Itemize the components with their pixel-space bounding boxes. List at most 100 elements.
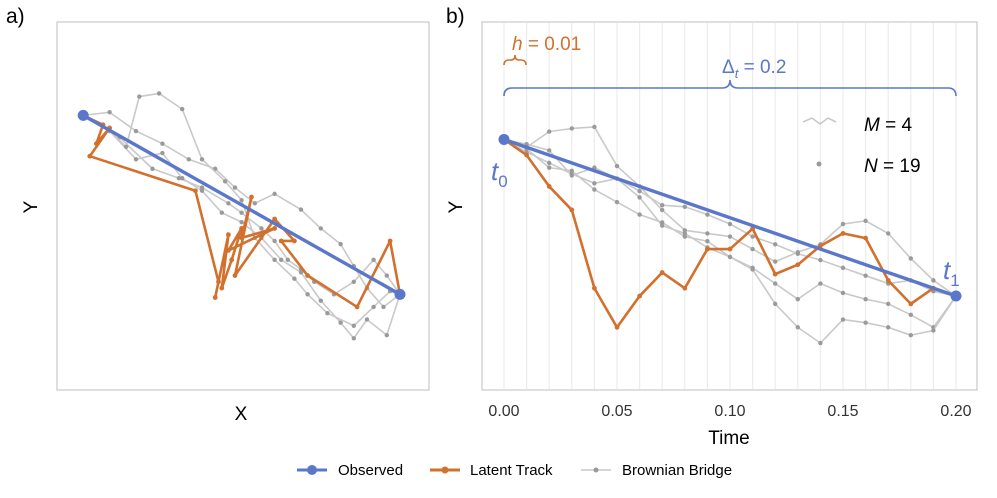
panel-a-bridge-3-point: [338, 241, 343, 247]
legend-observed-label: Observed: [338, 462, 403, 479]
panel-b-bridge-2-point: [727, 234, 733, 239]
panel-a-latent-point: [212, 295, 218, 300]
panel-b-bridge-5-point: [660, 220, 665, 225]
panel-b-bridge-5-point: [682, 234, 687, 239]
panel-b-bridge-5-point: [886, 325, 891, 330]
panel-b-bridge-2-point: [750, 246, 755, 252]
panel-b-latent-point: [682, 285, 688, 291]
panel-a-bridge-3-point: [160, 141, 165, 146]
panel-a-latent-point: [272, 226, 277, 231]
panel-b-frame: [481, 21, 978, 391]
panel-a-bridge-5-point: [351, 323, 356, 328]
legend: Observed Latent Track Brownian Bridge: [297, 462, 732, 479]
panel-b-bridge-4-point: [592, 181, 597, 186]
h-brace: [503, 54, 527, 66]
panel-b-latent-point: [840, 231, 846, 236]
panel-b-x-tick-label: 0.15: [827, 403, 858, 420]
panel-b-latent-point: [592, 285, 597, 291]
panel-a-latent-track: [80, 112, 403, 310]
panel-a-bridge-5-point: [325, 311, 330, 316]
panel-b-bridge-3-point: [773, 242, 778, 247]
panel-b-bridge-5-point: [705, 239, 710, 244]
panel-b-bridge-4-point: [547, 160, 552, 166]
panel-b-bridge-4-point: [863, 296, 868, 302]
panel-b-latent-point: [727, 246, 733, 252]
panel-a-bridge-5-point: [239, 197, 244, 203]
panel-b-latent-point: [546, 184, 552, 189]
panel-b-bridge-2-point: [773, 259, 778, 264]
panel-b-bridges: [501, 124, 959, 346]
panel-a-bridge-4-point: [318, 298, 323, 303]
panel-b-bridge-5-point: [547, 165, 552, 170]
panel-a-bridge-3-point: [186, 157, 191, 162]
panel-a-bridge-2-point: [384, 273, 389, 278]
panel-b-bridge-4-point: [840, 290, 846, 296]
panel-b-bridge-4-point: [818, 281, 823, 286]
panel-a-bridge-2-point: [351, 279, 356, 284]
panel-b-bridge-4-point: [569, 171, 574, 177]
panel-a-latent-point: [305, 273, 310, 278]
panel-a-bridge-4-point: [338, 320, 343, 325]
panel-b-label: b): [446, 5, 465, 28]
panel-a-bridge-4-point: [199, 188, 205, 193]
panel-b-latent-point: [885, 277, 891, 283]
panel-b-bridge-4-point: [682, 231, 687, 236]
panel-b-bridge-5-point: [750, 267, 755, 272]
panel-b-bridge-4-point: [660, 223, 665, 228]
panel-a-ylabel: Y: [21, 200, 42, 213]
panel-b-bridge-5-point: [727, 254, 733, 260]
panel-a-bridge-4-point: [219, 210, 224, 215]
panel-b-bridge-5-point: [592, 187, 597, 192]
panel-a-bridge-2-point: [150, 166, 155, 171]
panel-b-bridge-3-point: [637, 188, 642, 194]
panel-b-bridge-4-point: [886, 301, 891, 307]
panel-b-bridge-4-point: [795, 296, 800, 302]
panel-a-latent-point: [278, 238, 284, 244]
panel-a-observed: [77, 109, 406, 300]
panel-a-bridge-5-line: [82, 92, 401, 327]
panel-b-bridge-4-point: [908, 312, 913, 318]
panel-b-bridge-5-point: [931, 328, 936, 333]
panel-b-x-tick-label: 0.20: [940, 403, 971, 420]
t1-annotation: t1: [943, 255, 960, 290]
panel-b-bridge-2-point: [547, 129, 552, 134]
panel-b-bridge-3-point: [682, 204, 687, 209]
panel-a-bridge-5-point: [305, 292, 310, 297]
panel-b-bridge-3-point: [750, 234, 755, 239]
panel-a-latent-point: [87, 153, 93, 159]
panel-b-observed: [498, 133, 962, 302]
panel-b-bridge-2-point: [863, 218, 868, 224]
legend-bridge-label: Brownian Bridge: [622, 462, 732, 479]
panel-a-frame: [56, 21, 430, 391]
n-annotation: N = 19: [864, 156, 921, 177]
panel-a-bridge-3-point: [107, 110, 112, 115]
panel-a-observed: [77, 109, 406, 300]
panel-a-latent-point: [94, 141, 99, 147]
panel-a-bridge-2-point: [272, 238, 277, 244]
panel-b-latent-point: [705, 246, 710, 252]
panel-b-observed-point: [950, 290, 962, 302]
panel-b-bridge-2-point: [614, 163, 620, 169]
panel-a-latent-point: [249, 194, 254, 200]
panel-a-bridge-4-point: [384, 332, 389, 338]
panel-b-latent-point: [637, 293, 642, 299]
panel-a-latent-point: [193, 188, 198, 194]
panel-a-bridge-3-point: [381, 304, 386, 310]
panel-a-xlabel: X: [235, 404, 248, 425]
panel-b-bridge-5-point: [773, 301, 778, 307]
panel-a-bridge-4-point: [364, 317, 370, 322]
panel-b-bridge-2-point: [592, 124, 597, 130]
panel-a-bridge-5-point: [180, 106, 185, 112]
panel-b-bridge-3-point: [795, 251, 800, 256]
panel-a-latent-point: [232, 273, 238, 278]
legend-latent-label: Latent Track: [470, 462, 553, 479]
panel-b-bridge-2-point: [682, 228, 687, 233]
panel-b-bridge-2-point: [840, 221, 846, 227]
panel-b-bridge-5-point: [637, 212, 642, 217]
panel-a-bridge-5-point: [199, 157, 205, 162]
panel-b-ylabel: Y: [446, 200, 467, 213]
panel-b-latent-point: [863, 235, 868, 241]
panel-b-x-tick-label: 0.05: [601, 403, 632, 420]
panel-b-bridge-2-point: [705, 231, 710, 236]
panel-a-observed-line: [81, 113, 402, 297]
